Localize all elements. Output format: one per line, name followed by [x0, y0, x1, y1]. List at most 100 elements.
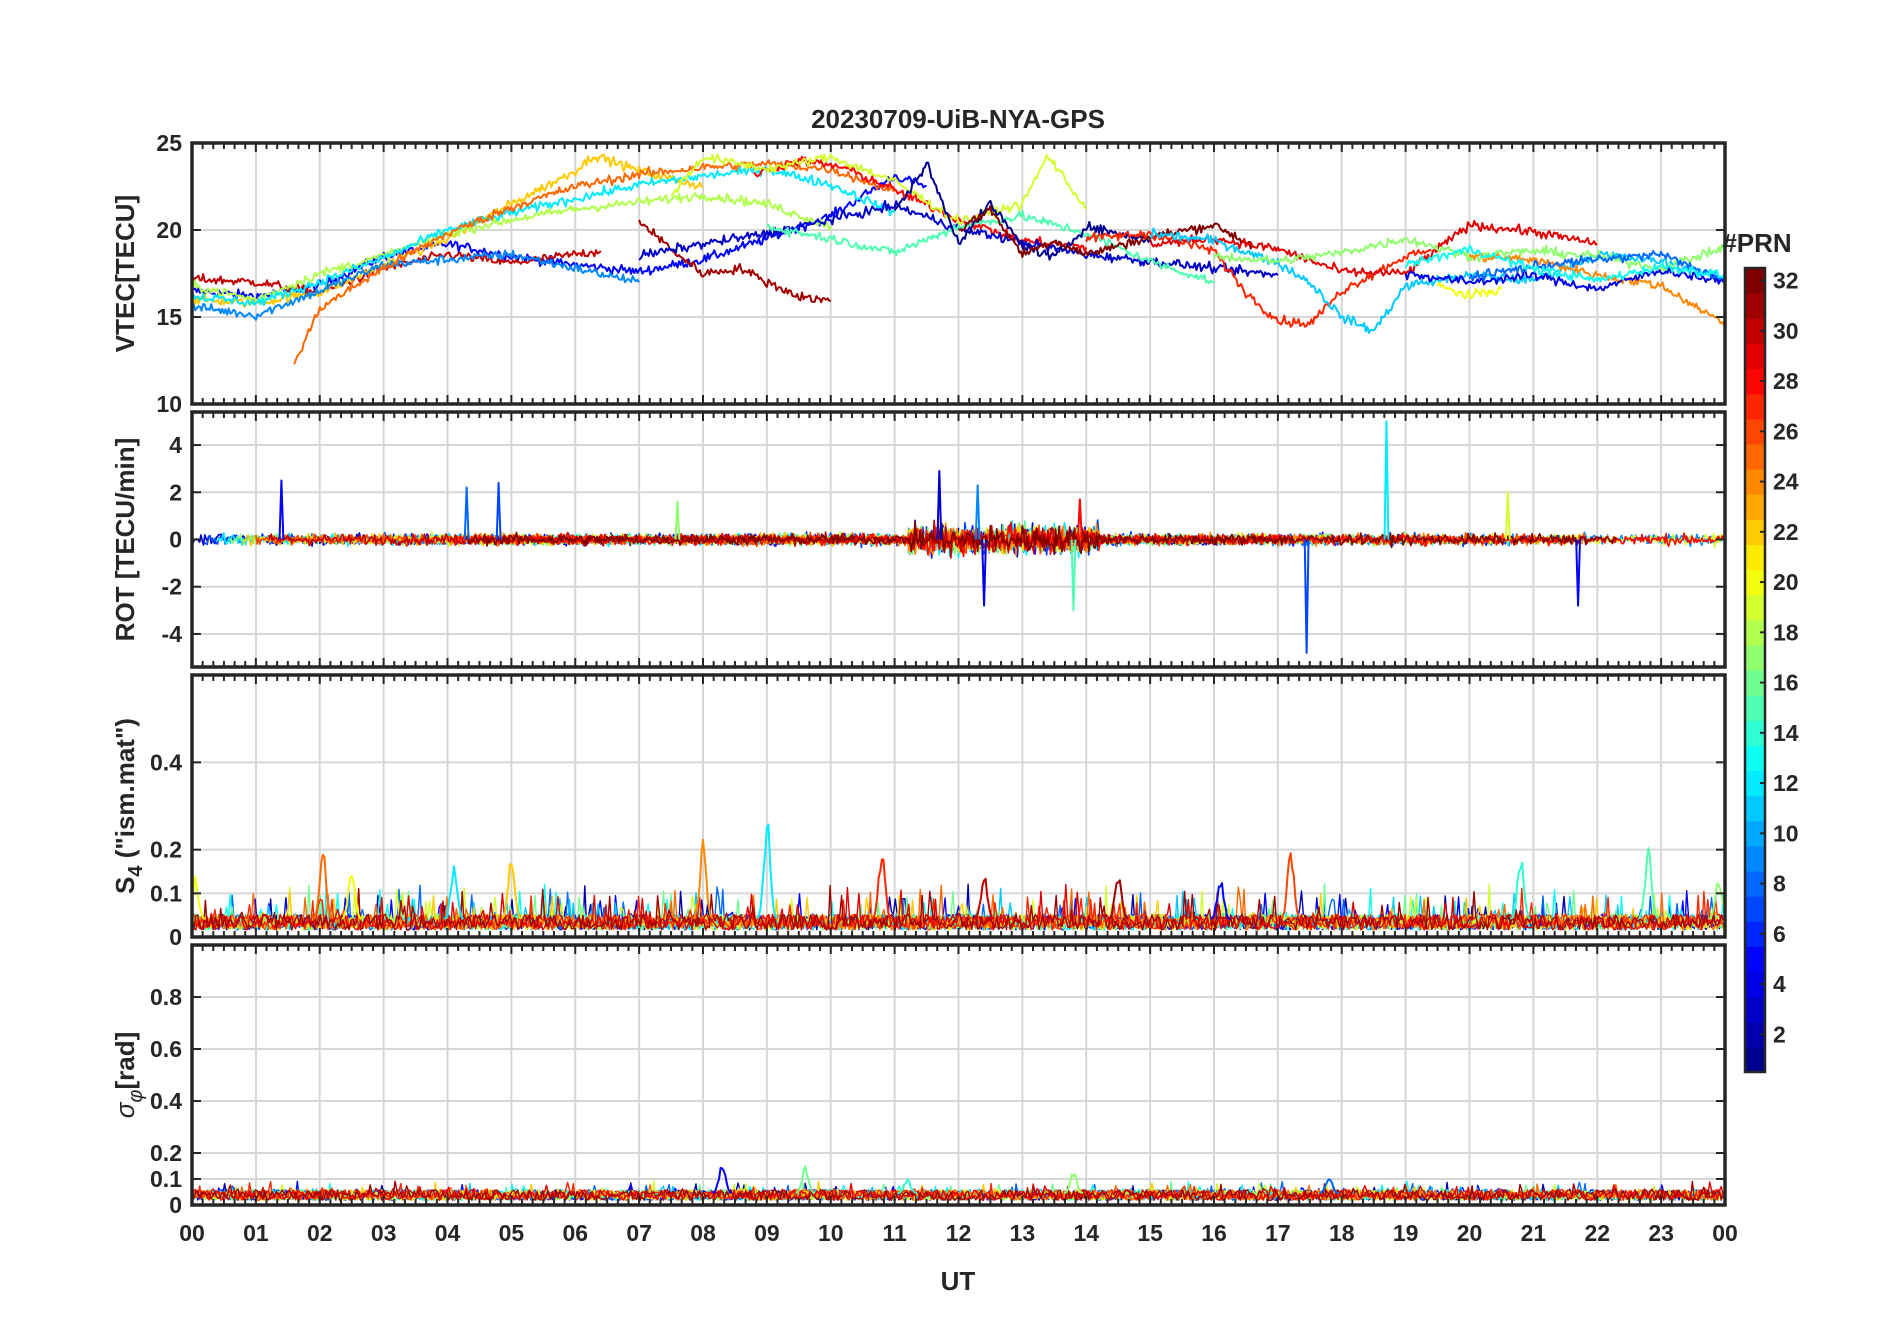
xtick-label: 09: [754, 1220, 780, 1246]
vtec-trace-prn-15: [766, 209, 1215, 285]
s4-peak-2: [341, 875, 362, 920]
ytick-label-sigma_phi: 0: [169, 1192, 182, 1218]
colorbar-tick-label: 4: [1773, 971, 1786, 997]
s4-trace-prn-31: [192, 884, 1724, 931]
colorbar-segment: [1745, 644, 1765, 671]
ytick-label-vtec: 15: [156, 304, 182, 330]
ytick-label-sigma_phi: 0.1: [150, 1166, 182, 1192]
colorbar-tick-label: 26: [1773, 418, 1799, 444]
s4-peak-14: [1708, 882, 1725, 920]
colorbar-tick-label: 22: [1773, 519, 1799, 545]
xtick-label: 16: [1201, 1220, 1227, 1246]
ylabel-main: S: [110, 877, 140, 894]
s4-peak-7: [871, 858, 893, 920]
y-axis-label-vtec: VTEC[TECU]: [110, 195, 140, 352]
s4-peak-4: [501, 863, 522, 920]
xtick-label: 07: [626, 1220, 652, 1246]
colorbar-segment: [1745, 393, 1765, 420]
s4-peak-13: [1637, 847, 1659, 920]
ytick-label-s4: 0: [169, 924, 182, 950]
xtick-label: 04: [435, 1220, 461, 1246]
colorbar-segment: [1745, 695, 1765, 721]
vtec-trace-prn-8: [1468, 250, 1725, 282]
ylabel-sub: 4: [125, 865, 147, 877]
colorbar-tick-label: 14: [1773, 720, 1799, 746]
vtec-trace-prn-32: [957, 205, 1254, 258]
xtick-label: 02: [307, 1220, 333, 1246]
colorbar-segment: [1745, 896, 1765, 922]
x-tick-labels: 00 01 02 03 04 05 06 07 08 09 10 11 12 13 14 15 16 17 18 19…: [179, 1220, 1738, 1246]
ytick-label-sigma_phi: 0.2: [150, 1140, 182, 1166]
panel-frame-sigma_phi: [190, 943, 1727, 1207]
xtick-label: 15: [1137, 1220, 1163, 1246]
y-axis-label-sigma_phi: σφ[rad]: [110, 1032, 147, 1119]
rot-spike-9: [1303, 539, 1310, 654]
rot-spike-3: [674, 500, 681, 540]
colorbar-segment: [1745, 343, 1765, 370]
colorbar-tick-label: 18: [1773, 619, 1799, 645]
xtick-label: 13: [1010, 1220, 1036, 1246]
vtec-trace-prn-19: [670, 153, 1088, 227]
rot-spike-0: [278, 479, 285, 540]
xtick-label: 00: [179, 1220, 205, 1246]
rot-spike-8: [1076, 498, 1083, 540]
ytick-label-sigma_phi: 0.8: [150, 984, 182, 1010]
rot-spike-2: [495, 481, 502, 540]
sigma_phi-peak-3: [1063, 1173, 1084, 1195]
vtec-trace-prn-18: [192, 192, 832, 303]
panel-vtec: 10 15 20 25 VTEC[TECU]: [110, 130, 1727, 417]
ytick-label-rot: 2: [169, 479, 182, 505]
sigma_phi-peak-0: [712, 1166, 733, 1194]
colorbar-segment: [1745, 670, 1765, 696]
vtec-trace-prn-5: [192, 174, 927, 304]
traces-s4: [192, 823, 1725, 931]
xtick-label: 12: [946, 1220, 972, 1246]
xtick-label: 17: [1265, 1220, 1291, 1246]
xtick-label: 20: [1457, 1220, 1483, 1246]
rot-spike-10: [1383, 420, 1390, 540]
colorbar-segment: [1745, 594, 1765, 621]
colorbar-segment: [1745, 795, 1765, 822]
colorbar-segment: [1745, 720, 1765, 746]
ytick-label-vtec: 10: [156, 391, 182, 417]
s4-peak-6: [756, 823, 778, 919]
sigma_phi-peak-4: [1319, 1178, 1339, 1195]
xtick-label: 05: [499, 1220, 525, 1246]
ytick-label-rot: 4: [169, 432, 182, 458]
colorbar-segment: [1745, 293, 1765, 319]
rot-spike-7: [1070, 539, 1077, 612]
rot-spike-6: [981, 539, 987, 607]
colorbar-tick-label: 16: [1773, 670, 1799, 696]
traces-rot: [192, 420, 1725, 654]
panel-sigma_phi: 00.10.20.40.60.8σφ[rad]: [110, 943, 1727, 1218]
vtec-trace-prn-25: [293, 159, 896, 365]
ytick-label-s4: 0.2: [150, 837, 182, 863]
xticks-rot: [191, 412, 1726, 667]
colorbar-segment: [1745, 946, 1765, 973]
colorbar-segment: [1745, 996, 1765, 1023]
xtick-label: 10: [818, 1220, 844, 1246]
colorbar-tick-label: 8: [1773, 871, 1786, 897]
colorbar-segment: [1745, 318, 1765, 344]
vtec-trace-prn-20: [1436, 281, 1503, 300]
colorbar-segment: [1745, 494, 1765, 520]
xtick-label: 22: [1584, 1220, 1610, 1246]
ytick-label-rot: -4: [162, 621, 183, 647]
s4-trace-prn-29: [192, 884, 1724, 931]
ytick-label-s4: 0.1: [150, 880, 182, 906]
colorbar-segment: [1745, 443, 1765, 470]
colorbar-tick-label: 6: [1773, 921, 1786, 947]
s4-peak-1: [312, 853, 334, 920]
colorbar-label: #PRN: [1722, 228, 1791, 258]
vtec-trace-prn-24: [1468, 252, 1725, 326]
xtick-label: 18: [1329, 1220, 1355, 1246]
sigma_phi-trace-prn-29: [192, 1181, 1724, 1202]
xtick-label: 23: [1648, 1220, 1674, 1246]
s4-peak-12: [1510, 861, 1531, 920]
traces-vtec: [192, 153, 1725, 365]
ytick-label-sigma_phi: 0.4: [150, 1088, 182, 1114]
colorbar-segment: [1745, 619, 1765, 646]
ytick-label-rot: 0: [169, 527, 182, 553]
rot-spike-11: [1575, 539, 1582, 607]
